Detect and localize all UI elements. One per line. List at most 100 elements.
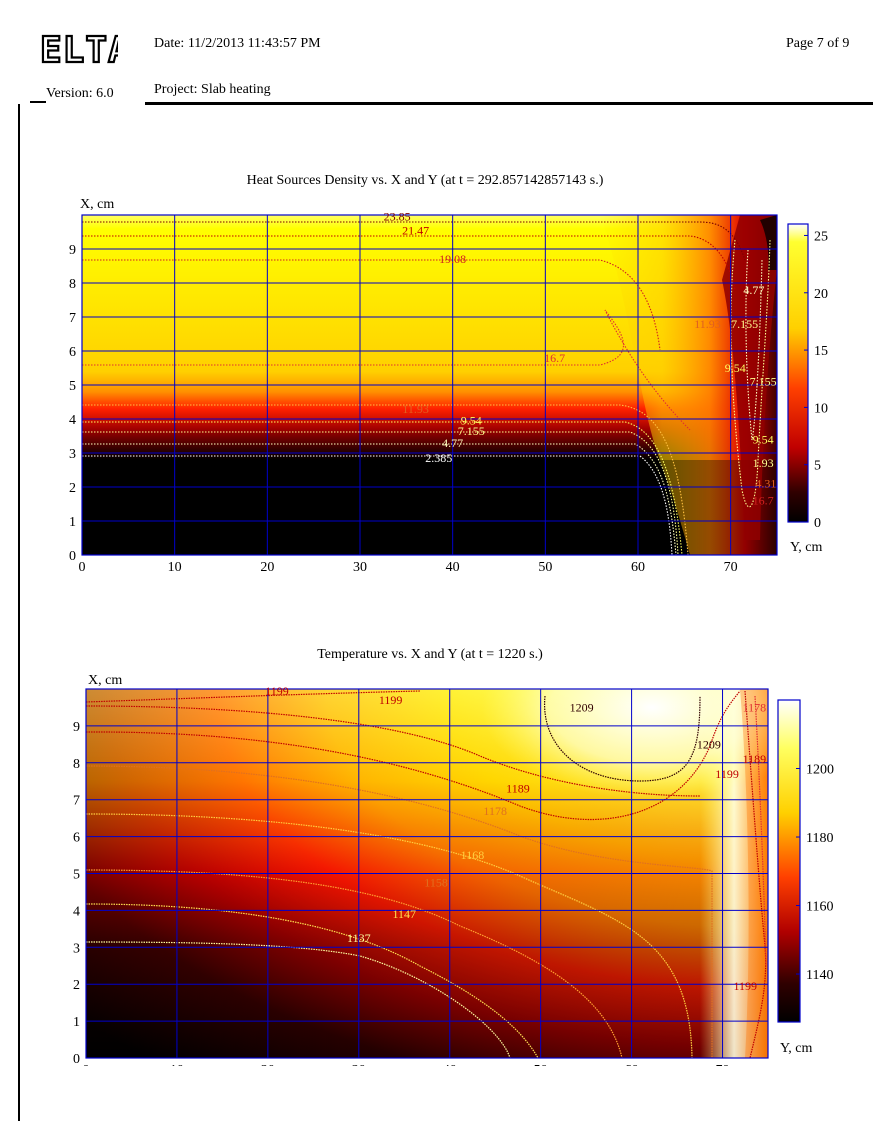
- contour-line: [86, 869, 623, 1058]
- contour-label: 4.77: [743, 283, 764, 297]
- y-tick-label: 3: [73, 941, 80, 956]
- contour-line: [86, 690, 421, 703]
- y-tick-label: 5: [73, 868, 80, 883]
- x-tick-label: 60: [631, 560, 645, 575]
- x-tick-label: 0: [79, 560, 86, 575]
- contour-label: 1189: [743, 752, 767, 766]
- chart-title: Heat Sources Density vs. X and Y (at t =…: [247, 173, 604, 188]
- contour-label: 23.85: [384, 210, 411, 224]
- colorbar-tick-labels: 1140 1160 1180 1200: [796, 763, 834, 983]
- y-tick-label: 5: [69, 379, 76, 394]
- y-tick-labels: 0 1 2 3 4 5 6 7 8 9: [73, 720, 80, 1066]
- grid: [82, 215, 777, 555]
- contour-line: [82, 404, 689, 555]
- y-tick-label: 8: [69, 277, 76, 292]
- x-tick-label: 40: [446, 560, 460, 575]
- project-label: Project: Slab heating: [154, 82, 271, 97]
- header-underline-left: [30, 101, 46, 103]
- contour-label: 11.93: [694, 317, 721, 331]
- contour-line: [745, 249, 763, 441]
- contour-label: 4.31: [755, 477, 776, 491]
- colorbar: [777, 699, 801, 1023]
- y-tick-label: 2: [69, 481, 76, 496]
- x-axis-label: Y, cm: [780, 1041, 813, 1056]
- colorbar-tick-label: 0: [814, 516, 821, 531]
- temperature-chart: Temperature vs. X and Y (at t = 1220 s.)…: [73, 647, 834, 1066]
- contour-label: 1137: [347, 931, 371, 945]
- colorbar-tick-label: 10: [814, 401, 828, 416]
- contour-line: [82, 443, 677, 555]
- contour-label: 7.155: [750, 375, 777, 389]
- y-tick-label: 8: [73, 757, 80, 772]
- elta-logo: ELTA: [40, 29, 118, 72]
- colorbar: [787, 223, 809, 523]
- y-tick-label: 0: [69, 549, 76, 564]
- contour-value-labels: 1199 1199 1209 1178 1209 1189 1199 1189 1178 1168…: [265, 684, 766, 993]
- contour-label: 1199: [733, 979, 757, 993]
- contour-label: 1178: [483, 804, 507, 818]
- colorbar-tick-label: 1200: [806, 763, 834, 778]
- x-tick-label: 30: [352, 1063, 366, 1066]
- x-axis-label: Y, cm: [790, 540, 823, 555]
- contour-label: 1209: [697, 737, 721, 751]
- contour-line: [86, 941, 511, 1058]
- contour-line: [82, 455, 673, 555]
- y-tick-label: 2: [73, 978, 80, 993]
- contour-label: 9.54: [753, 432, 774, 446]
- contour-label: 1199: [715, 767, 739, 781]
- header-divider: [145, 102, 873, 105]
- colorbar-tick-label: 25: [814, 229, 828, 244]
- y-tick-label: 9: [73, 720, 80, 735]
- colorbar-tick-label: 15: [814, 344, 828, 359]
- contour-line: [86, 813, 693, 1058]
- contour-label: 1199: [379, 693, 403, 707]
- chart-title: Temperature vs. X and Y (at t = 1220 s.): [317, 647, 543, 662]
- contour-label: 11.93: [402, 402, 429, 416]
- report-header: ELTA Version: 6.0 Date: 11/2/2013 11:43:…: [0, 0, 873, 110]
- contour-label: 2.385: [425, 451, 452, 465]
- contour-lines: [86, 690, 767, 1058]
- y-tick-label: 1: [73, 1015, 80, 1030]
- y-tick-label: 6: [73, 831, 80, 846]
- x-tick-label: 50: [534, 1063, 548, 1066]
- contour-label: 1158: [424, 876, 448, 890]
- grid: [86, 689, 768, 1058]
- y-tick-label: 9: [69, 243, 76, 258]
- x-tick-label: 50: [538, 560, 552, 575]
- x-tick-label: 20: [261, 1063, 275, 1066]
- x-tick-label: 70: [716, 1063, 730, 1066]
- contour-line: [86, 903, 539, 1058]
- contour-label: 1209: [570, 700, 594, 714]
- heat-sources-chart: Heat Sources Density vs. X and Y (at t =…: [69, 173, 828, 575]
- date-label: Date: 11/2/2013 11:43:57 PM: [154, 36, 321, 51]
- colorbar-tick-label: 1140: [806, 968, 833, 983]
- contour-line: [82, 259, 661, 351]
- y-axis-label: X, cm: [80, 197, 114, 212]
- contour-label: 9.54: [461, 414, 482, 428]
- y-tick-labels: 0 1 2 3 4 5 6 7 8 9: [69, 243, 76, 564]
- y-tick-label: 7: [69, 311, 76, 326]
- y-tick-label: 7: [73, 794, 80, 809]
- colorbar-tick-label: 1180: [806, 831, 833, 846]
- x-tick-labels: 0 10 20 30 40 50 60 70: [79, 560, 738, 575]
- contour-label: 1147: [392, 907, 416, 921]
- colorbar-tick-label: 1160: [806, 900, 833, 915]
- x-tick-label: 0: [83, 1063, 90, 1066]
- x-tick-label: 40: [443, 1063, 457, 1066]
- contour-line: [544, 695, 701, 782]
- y-tick-label: 0: [73, 1052, 80, 1066]
- y-tick-label: 4: [73, 904, 80, 919]
- contour-label: 1189: [506, 782, 530, 796]
- contour-label: 16.7: [753, 494, 774, 508]
- contour-label: 19.08: [439, 252, 466, 266]
- page-frame-left: [18, 104, 20, 1121]
- x-tick-label: 10: [170, 1063, 184, 1066]
- x-tick-label: 70: [724, 560, 738, 575]
- x-tick-label: 10: [168, 560, 182, 575]
- colorbar-tick-label: 20: [814, 287, 828, 302]
- y-tick-label: 1: [69, 515, 76, 530]
- contour-line: [82, 431, 679, 555]
- contour-label: 1.93: [753, 456, 774, 470]
- colorbar-tick-labels: 0 5 10 15 20 25: [804, 229, 828, 531]
- contour-line: [744, 690, 767, 1058]
